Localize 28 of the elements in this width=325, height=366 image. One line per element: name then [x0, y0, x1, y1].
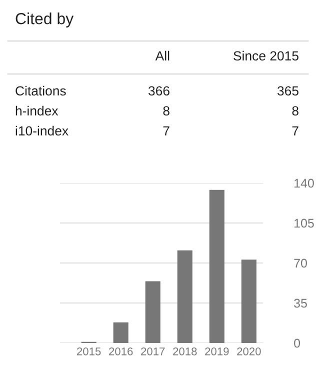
x-tick-label: 2016: [109, 347, 133, 356]
text: Cited by: [16, 12, 74, 28]
text: i10-index: [16, 126, 68, 136]
text: 7: [163, 126, 170, 136]
y-tick-label: 0: [294, 338, 300, 348]
bar: [145, 281, 160, 343]
bar: [241, 260, 256, 343]
text: 366: [148, 86, 170, 96]
x-tick-label: 2020: [237, 347, 261, 356]
y-tick-label: 105: [294, 218, 314, 228]
y-tick-label: 140: [294, 178, 314, 188]
y-tick-label: 70: [294, 258, 307, 268]
bar: [209, 190, 224, 343]
bar: [113, 322, 128, 343]
text: 365: [277, 86, 298, 96]
text: 7: [292, 126, 298, 136]
bar: [177, 250, 192, 343]
x-tick-label: 2019: [205, 347, 229, 356]
text: h-index: [16, 106, 58, 116]
x-tick-label: 2018: [173, 347, 197, 356]
text: 8: [292, 106, 298, 116]
x-tick-label: 2017: [141, 347, 165, 356]
text: Since 2015: [234, 50, 298, 61]
y-tick-label: 35: [294, 298, 307, 308]
text: Citations: [16, 86, 66, 96]
text: All: [155, 50, 170, 60]
text: 8: [163, 106, 170, 116]
x-tick-label: 2015: [77, 347, 101, 356]
